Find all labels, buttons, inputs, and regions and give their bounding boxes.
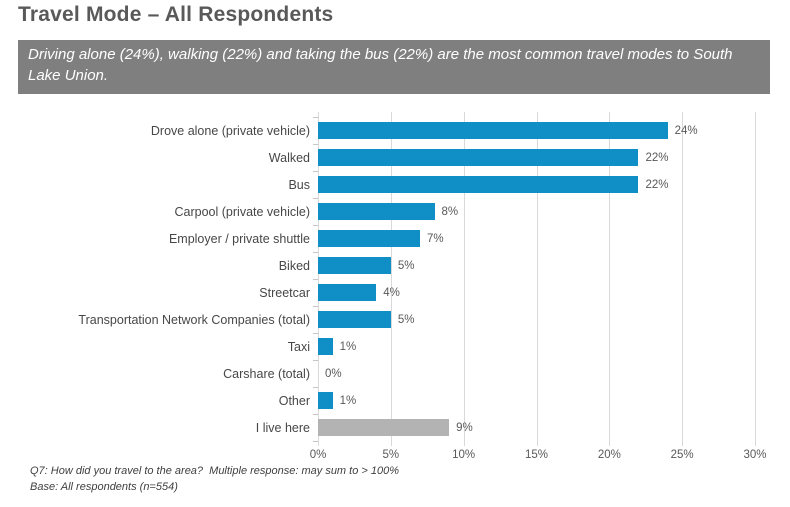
value-label: 22% [645, 178, 669, 191]
chart-row: Drove alone (private vehicle) 24% [30, 117, 755, 144]
category-axis-tick [313, 441, 318, 442]
bar-track: 9% [318, 419, 755, 436]
chart-row: Carpool (private vehicle) 8% [30, 198, 755, 225]
bar [318, 338, 333, 355]
x-tick-label: 20% [597, 449, 621, 461]
bar [318, 149, 639, 166]
bar [318, 230, 420, 247]
value-label: 9% [456, 421, 473, 434]
chart-row: Transportation Network Companies (total)… [30, 306, 755, 333]
bar-track: 5% [318, 311, 755, 328]
x-tick-label: 5% [382, 449, 400, 461]
bar-track: 4% [318, 284, 755, 301]
category-label: Employer / private shuttle [168, 231, 310, 246]
bar [318, 257, 391, 274]
bar [318, 311, 391, 328]
value-label: 22% [645, 151, 669, 164]
x-tick-label: 30% [743, 449, 767, 461]
subtitle-banner: Driving alone (24%), walking (22%) and t… [18, 40, 770, 95]
chart-row: Other 1% [30, 387, 755, 414]
bar-track: 22% [318, 176, 755, 193]
x-tick-label: 25% [670, 449, 694, 461]
chart-row: Carshare (total) 0% [30, 360, 755, 387]
category-label: Other [278, 393, 310, 408]
category-label: Bus [288, 177, 310, 192]
chart-row: Taxi 1% [30, 333, 755, 360]
category-label: Drove alone (private vehicle) [150, 123, 310, 138]
chart-row: Biked 5% [30, 252, 755, 279]
bar-track: 1% [318, 338, 755, 355]
bar [318, 392, 333, 409]
x-tick-label: 15% [524, 449, 549, 461]
chart-plot-area: Drove alone (private vehicle) 24% Walked 22… [30, 112, 756, 446]
bar-track: 5% [318, 257, 755, 274]
value-label: 5% [397, 259, 415, 272]
bar [318, 122, 668, 139]
value-label: 1% [339, 340, 357, 353]
category-label: Walked [268, 150, 310, 165]
page-title: Travel Mode – All Respondents [18, 3, 334, 26]
bar-track: 22% [318, 149, 755, 166]
chart-row: I live here 9% [30, 414, 755, 441]
value-label: 0% [325, 367, 342, 380]
value-label: 8% [441, 205, 459, 218]
category-label: Streetcar [259, 285, 310, 300]
category-label: Biked [278, 258, 310, 273]
value-label: 1% [339, 394, 357, 407]
bar-track: 1% [318, 392, 755, 409]
footnote: Q7: How did you travel to the area? Mult… [30, 464, 399, 496]
category-label: I live here [255, 420, 310, 435]
category-label: Transportation Network Companies (total) [78, 312, 310, 327]
x-tick-label: 10% [452, 449, 476, 461]
value-label: 5% [397, 313, 415, 326]
category-label: Taxi [287, 339, 310, 354]
bar-track: 7% [318, 230, 755, 247]
footnote-line-1: Q7: How did you travel to the area? Mult… [30, 465, 399, 477]
value-label: 7% [426, 232, 444, 245]
category-label: Carshare (total) [223, 366, 310, 381]
chart-row: Walked 22% [30, 144, 755, 171]
gridline [755, 112, 756, 446]
x-tick-label: 0% [309, 449, 327, 461]
bar [318, 203, 435, 220]
bar-track: 24% [318, 122, 755, 139]
bar-track: 8% [318, 203, 755, 220]
bar [318, 419, 450, 436]
chart-row: Bus 22% [30, 171, 755, 198]
chart-row: Streetcar 4% [30, 279, 755, 306]
subtitle-text: Driving alone (24%), walking (22%) and t… [28, 46, 733, 84]
x-axis: 0% 5% 10% 15% 20% 25% 30% [310, 449, 767, 465]
bar-track: 0% [318, 365, 755, 382]
category-label: Carpool (private vehicle) [174, 204, 310, 219]
value-label: 4% [383, 286, 400, 299]
bar [318, 284, 377, 301]
bar [318, 176, 639, 193]
chart-rows: Drove alone (private vehicle) 24% Walked 22… [30, 117, 755, 441]
footnote-line-2: Base: All respondents (n=554) [30, 480, 178, 493]
bar-chart: Drove alone (private vehicle) 24% Walked 22… [30, 112, 767, 465]
chart-row: Employer / private shuttle 7% [30, 225, 755, 252]
value-label: 24% [674, 124, 698, 137]
